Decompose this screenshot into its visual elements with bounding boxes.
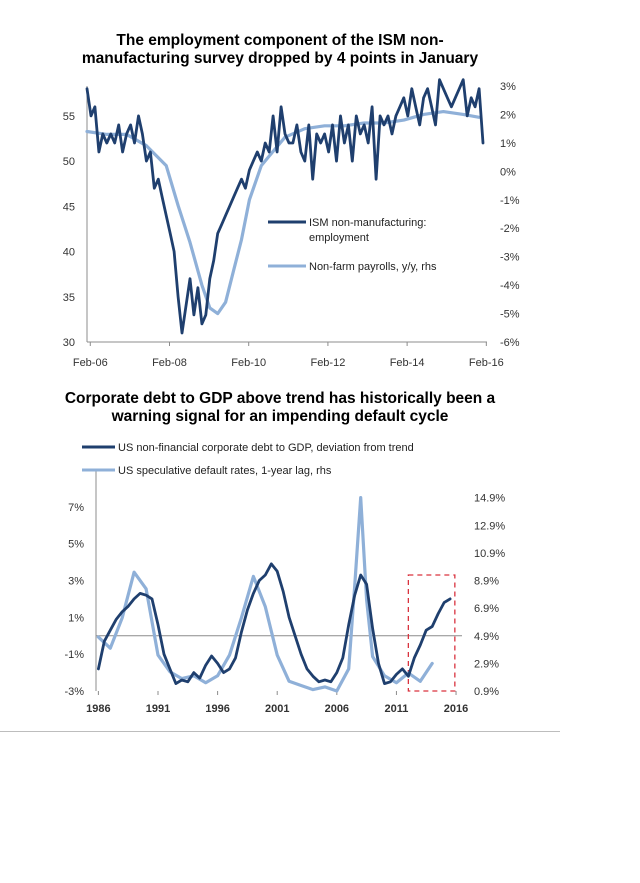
c0-series-line-1 [85,110,481,316]
c1-y-left-tick-0: 7% [68,502,84,514]
chart1-title-line1: The employment component of the ISM non- [116,32,444,49]
c1-x-tick-5: 2011 [384,703,408,715]
bottom-divider [0,731,560,732]
c1-y-left-tick-5: -3% [64,686,84,698]
c1-y-right-tick-1: 12.9% [474,520,505,532]
c1-y-left-tick-2: 3% [68,576,84,588]
c0-y-right-tick-7: -4% [500,280,520,292]
c1-x-tick-4: 2006 [325,703,349,715]
ism-employment-chart: 30 35 40 45 50 55 3% 2% 1% 0% -1% -2% -3% -4% -5% -6% Fe… [63,78,520,369]
chart2-title-line1: Corporate debt to GDP above trend has hi… [64,390,496,407]
c1-x-tick-0: 1986 [86,703,110,715]
c0-x-tick-0: Feb-06 [73,357,108,369]
c1-y-left-tick-3: 1% [68,612,84,624]
c0-y-right-tick-1: 2% [500,109,516,121]
c0-y-right-tick-6: -3% [500,252,520,264]
c0-series-line-0 [85,78,485,335]
c1-y-right-tick-2: 10.9% [474,548,505,560]
c0-x-tick-1: Feb-08 [152,357,187,369]
c1-y-left-tick-1: 5% [68,539,84,551]
chart2-title-line2: warning signal for an impending default … [111,408,449,425]
c1-x-tick-2: 1996 [205,703,229,715]
chart1-title: The employment component of the ISM non-… [0,32,560,68]
c0-y-right-tick-8: -5% [500,309,520,321]
c1-y-right-tick-0: 14.9% [474,493,505,505]
c1-y-left-tick-4: -1% [64,649,84,661]
c1-legend-label-1-0: US speculative default rates, 1-year lag… [118,465,332,477]
c1-y-right-tick-4: 6.9% [474,603,499,615]
c0-y-right-tick-4: -1% [500,195,520,207]
c0-y-right-tick-2: 1% [500,138,516,150]
c0-y-left-tick-1: 35 [63,292,75,304]
c0-y-left-tick-3: 45 [63,201,75,213]
c0-legend-label-1-0: Non-farm payrolls, y/y, rhs [309,261,437,273]
c1-highlight-box [407,574,456,692]
corporate-debt-chart: 7% 5% 3% 1% -1% -3% 14.9% 12.9% 10.9% 8.9% 6.9% 4.9… [64,442,505,715]
c1-y-right-tick-6: 2.9% [474,658,499,670]
c0-x-tick-2: Feb-10 [231,357,266,369]
c0-y-right-tick-5: -2% [500,223,520,235]
c0-y-right-tick-3: 0% [500,166,516,178]
c1-x-tick-1: 1991 [146,703,170,715]
c0-x-tick-4: Feb-14 [390,357,425,369]
c1-y-right-tick-5: 4.9% [474,631,499,643]
c0-y-right-tick-9: -6% [500,337,520,349]
c1-series-line-1 [96,496,434,693]
c0-legend-label-0-1: employment [309,232,369,244]
c0-y-left-tick-5: 55 [63,111,75,123]
c0-x-tick-3: Feb-12 [310,357,345,369]
c1-y-right-tick-3: 8.9% [474,576,499,588]
c1-x-tick-3: 2001 [265,703,289,715]
chart2-title: Corporate debt to GDP above trend has hi… [0,390,560,426]
c1-series-line-0 [97,562,452,685]
c1-legend-label-0-0: US non-financial corporate debt to GDP, … [118,442,414,454]
c1-y-right-tick-7: 0.9% [474,686,499,698]
c0-y-left-tick-2: 40 [63,247,75,259]
c0-x-tick-5: Feb-16 [469,357,504,369]
c0-y-left-tick-0: 30 [63,337,75,349]
chart1-title-line2: manufacturing survey dropped by 4 points… [81,50,479,67]
c0-y-left-tick-4: 50 [63,156,75,168]
c0-legend-label-0-0: ISM non-manufacturing: [309,217,426,229]
c1-x-tick-6: 2016 [444,703,468,715]
c0-y-right-tick-0: 3% [500,81,516,93]
